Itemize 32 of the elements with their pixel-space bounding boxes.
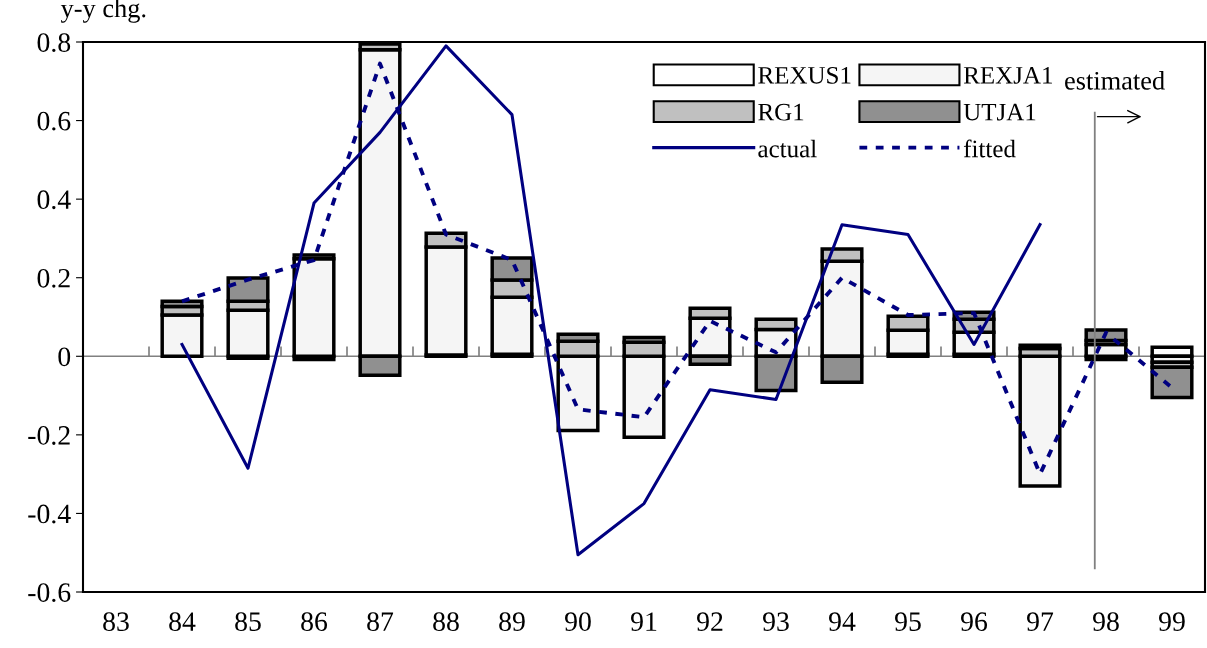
x-tick-label: 91	[631, 612, 657, 631]
x-tick-label: 83	[103, 612, 129, 631]
y-tick-label: 0.6	[37, 111, 71, 131]
y-tick-label: 0.2	[37, 268, 70, 288]
y-tick-label: -0.4	[28, 504, 71, 524]
y-tick-label: -0.6	[28, 583, 71, 603]
x-tick-label: 86	[301, 612, 328, 631]
x-tick-label: 98	[1093, 612, 1119, 631]
legend-label: actual	[758, 139, 817, 158]
x-tick-label: 97	[1027, 612, 1054, 631]
y-tick-label: 0.4	[37, 190, 71, 210]
x-tick-label: 85	[235, 612, 261, 631]
x-tick-label: 99	[1159, 612, 1185, 631]
x-tick-label: 95	[895, 612, 921, 631]
x-tick-label: 89	[499, 612, 525, 631]
y-tick-label: 0.8	[37, 33, 71, 53]
x-tick-label: 88	[433, 612, 459, 631]
x-tick-label: 93	[763, 612, 789, 631]
x-tick-label: 90	[565, 612, 591, 631]
ref-line-label: estimated	[1065, 71, 1165, 90]
legend-label: REXJA1	[963, 67, 1052, 84]
y-tick-label: -0.2	[28, 426, 70, 445]
legend-label: RG1	[758, 103, 804, 121]
x-tick-label: 84	[169, 612, 196, 631]
x-tick-label: 87	[367, 612, 394, 631]
legend-label: fitted	[963, 139, 1016, 158]
legend-label: UTJA1	[963, 103, 1036, 121]
x-tick-label: 96	[961, 612, 988, 631]
y-tick-label: 0	[58, 347, 71, 367]
x-tick-label: 94	[829, 612, 856, 631]
legend-label: REXUS1	[758, 66, 851, 84]
x-tick-label: 92	[697, 612, 723, 631]
